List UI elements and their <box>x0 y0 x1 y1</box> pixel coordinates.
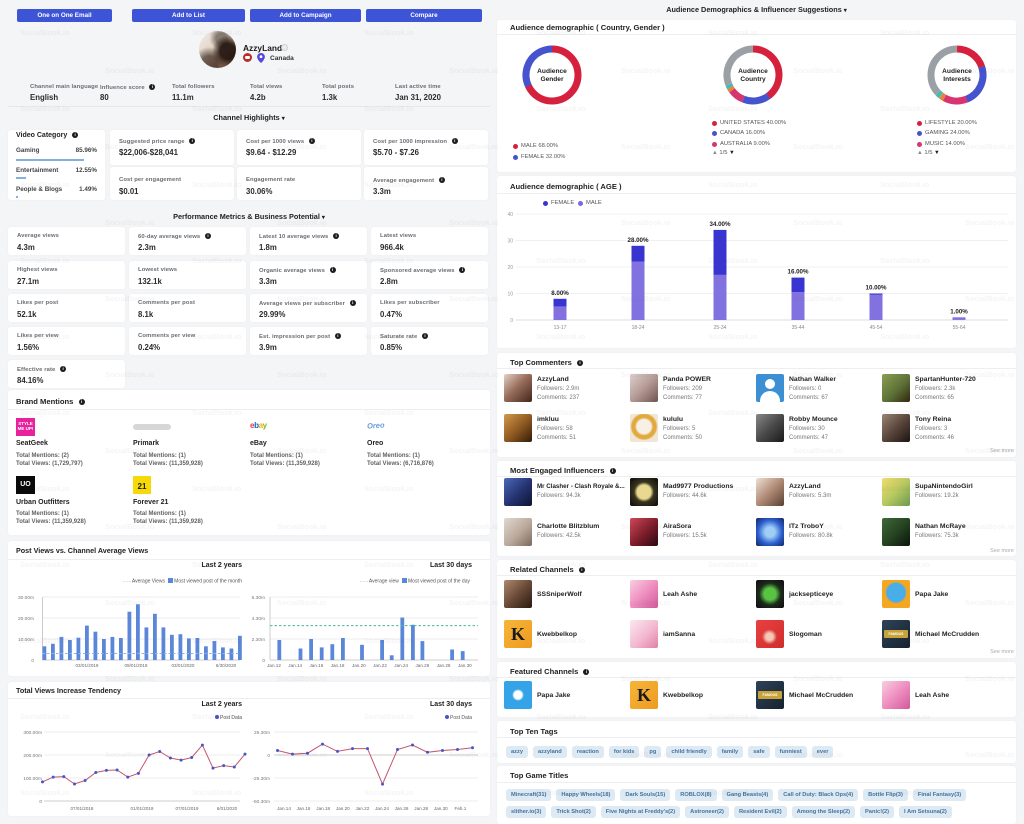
svg-text:Jan.14: Jan.14 <box>277 806 291 811</box>
svg-text:28.00%: 28.00% <box>628 237 649 244</box>
svg-text:Jan.18: Jan.18 <box>331 663 345 668</box>
svg-text:6.30m: 6.30m <box>252 595 265 601</box>
svg-text:10.00%: 10.00% <box>866 285 887 292</box>
svg-text:07/01/2019: 07/01/2019 <box>176 806 199 811</box>
svg-text:13-17: 13-17 <box>554 325 567 331</box>
svg-text:Audience: Audience <box>942 68 972 75</box>
svg-text:Audience: Audience <box>738 68 768 75</box>
svg-text:Jan.26: Jan.26 <box>395 806 409 811</box>
svg-text:10.00m: 10.00m <box>18 637 34 643</box>
svg-text:Jan.28: Jan.28 <box>437 663 451 668</box>
svg-text:20: 20 <box>507 265 513 271</box>
svg-text:Jan.30: Jan.30 <box>434 806 448 811</box>
svg-text:45-54: 45-54 <box>870 325 883 331</box>
svg-text:16.00%: 16.00% <box>788 269 809 276</box>
svg-text:Jan.20: Jan.20 <box>352 663 366 668</box>
svg-text:18-24: 18-24 <box>632 325 645 331</box>
svg-text:07/01/2018: 07/01/2018 <box>71 806 94 811</box>
svg-text:-50.30m: -50.30m <box>252 799 270 805</box>
svg-text:0: 0 <box>39 799 42 805</box>
svg-text:30.00m: 30.00m <box>18 595 34 601</box>
svg-text:Interests: Interests <box>943 76 971 83</box>
svg-text:0: 0 <box>267 753 270 759</box>
svg-text:0: 0 <box>31 658 34 664</box>
svg-text:55-64: 55-64 <box>953 325 966 331</box>
svg-text:0: 0 <box>262 658 265 664</box>
svg-text:Jan.12: Jan.12 <box>267 663 281 668</box>
svg-text:300.00m: 300.00m <box>23 730 42 736</box>
svg-text:03/01/2019: 03/01/2019 <box>76 663 99 668</box>
svg-text:Gender: Gender <box>540 76 564 83</box>
svg-text:Audience: Audience <box>537 68 567 75</box>
svg-text:01/01/2019: 01/01/2019 <box>131 806 154 811</box>
svg-text:Jan.18: Jan.18 <box>316 806 330 811</box>
svg-text:Feb.1: Feb.1 <box>455 806 467 811</box>
svg-text:Jan.24: Jan.24 <box>394 663 408 668</box>
svg-text:1.00%: 1.00% <box>950 308 968 315</box>
svg-text:Jan.24: Jan.24 <box>375 806 389 811</box>
svg-text:Jan.22: Jan.22 <box>356 806 370 811</box>
svg-text:25-34: 25-34 <box>714 325 727 331</box>
svg-text:30: 30 <box>507 239 513 245</box>
svg-text:Jan.20: Jan.20 <box>336 806 350 811</box>
svg-text:-25.30m: -25.30m <box>252 776 270 782</box>
svg-text:Jan.14: Jan.14 <box>288 663 302 668</box>
svg-text:Jan.16: Jan.16 <box>297 806 311 811</box>
svg-text:Jan.22: Jan.22 <box>373 663 387 668</box>
svg-text:4.30m: 4.30m <box>252 616 265 622</box>
svg-text:200.00m: 200.00m <box>23 753 42 759</box>
svg-text:03/01/2020: 03/01/2020 <box>172 663 195 668</box>
svg-text:25.30m: 25.30m <box>254 730 270 736</box>
svg-text:10: 10 <box>507 292 513 298</box>
svg-text:09/01/2019: 09/01/2019 <box>125 663 148 668</box>
svg-text:Country: Country <box>740 76 766 83</box>
svg-text:Jan.16: Jan.16 <box>310 663 324 668</box>
svg-text:100.00m: 100.00m <box>23 776 42 782</box>
svg-text:35-44: 35-44 <box>792 325 805 331</box>
svg-text:40: 40 <box>507 212 513 218</box>
svg-text:0: 0 <box>510 318 513 324</box>
svg-text:Jan.26: Jan.26 <box>416 663 430 668</box>
svg-text:34.00%: 34.00% <box>710 221 731 228</box>
svg-text:6/30/2020: 6/30/2020 <box>216 663 237 668</box>
svg-text:20.00m: 20.00m <box>18 616 34 622</box>
svg-text:8.00%: 8.00% <box>551 290 569 297</box>
svg-text:Jan.28: Jan.28 <box>414 806 428 811</box>
svg-text:6/01/2020: 6/01/2020 <box>217 806 238 811</box>
svg-text:Jan.30: Jan.30 <box>458 663 472 668</box>
svg-text:2.30m: 2.30m <box>252 637 265 643</box>
